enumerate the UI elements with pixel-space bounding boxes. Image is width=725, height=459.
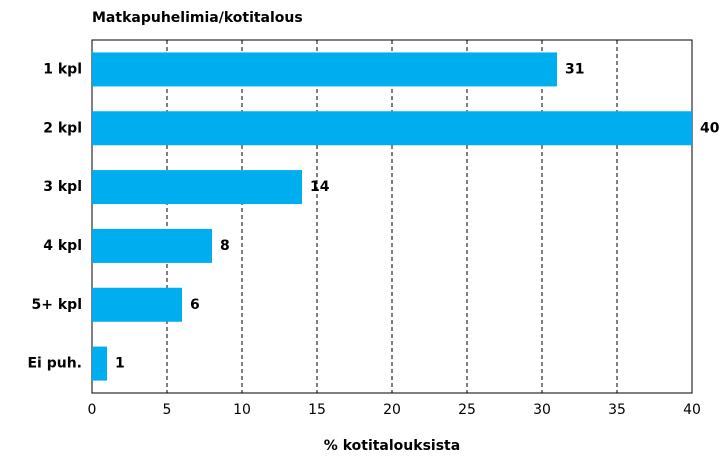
chart-title: Matkapuhelimia/kotitalous bbox=[92, 10, 303, 26]
bar bbox=[92, 111, 692, 146]
bar bbox=[92, 346, 107, 381]
data-label: 31 bbox=[565, 61, 584, 77]
plot-frame bbox=[91, 39, 693, 394]
x-tick-label: 30 bbox=[533, 402, 551, 418]
x-tick-label: 35 bbox=[608, 402, 626, 418]
bar bbox=[92, 228, 212, 263]
y-tick-label: 5+ kpl bbox=[32, 297, 82, 313]
y-tick-label: 1 kpl bbox=[43, 61, 82, 77]
y-tick-label: 3 kpl bbox=[43, 179, 82, 195]
bar bbox=[92, 52, 557, 87]
data-label: 40 bbox=[700, 120, 720, 136]
x-tick-label: 25 bbox=[458, 402, 476, 418]
data-label: 1 bbox=[115, 356, 125, 372]
x-tick-label: 0 bbox=[88, 402, 97, 418]
x-tick-label: 40 bbox=[683, 402, 701, 418]
x-tick-label: 20 bbox=[383, 402, 401, 418]
y-tick-label: 2 kpl bbox=[43, 120, 82, 136]
x-tick-label: 10 bbox=[233, 402, 251, 418]
y-tick-label: 4 kpl bbox=[43, 238, 82, 254]
data-label: 14 bbox=[310, 179, 330, 195]
data-label: 8 bbox=[220, 238, 230, 254]
data-label: 6 bbox=[190, 297, 200, 313]
x-tick-label: 5 bbox=[163, 402, 172, 418]
bar bbox=[92, 287, 182, 322]
x-tick-label: 15 bbox=[308, 402, 326, 418]
bar bbox=[92, 170, 302, 205]
x-axis-label: % kotitalouksista bbox=[324, 438, 460, 454]
y-tick-label: Ei puh. bbox=[27, 356, 82, 372]
